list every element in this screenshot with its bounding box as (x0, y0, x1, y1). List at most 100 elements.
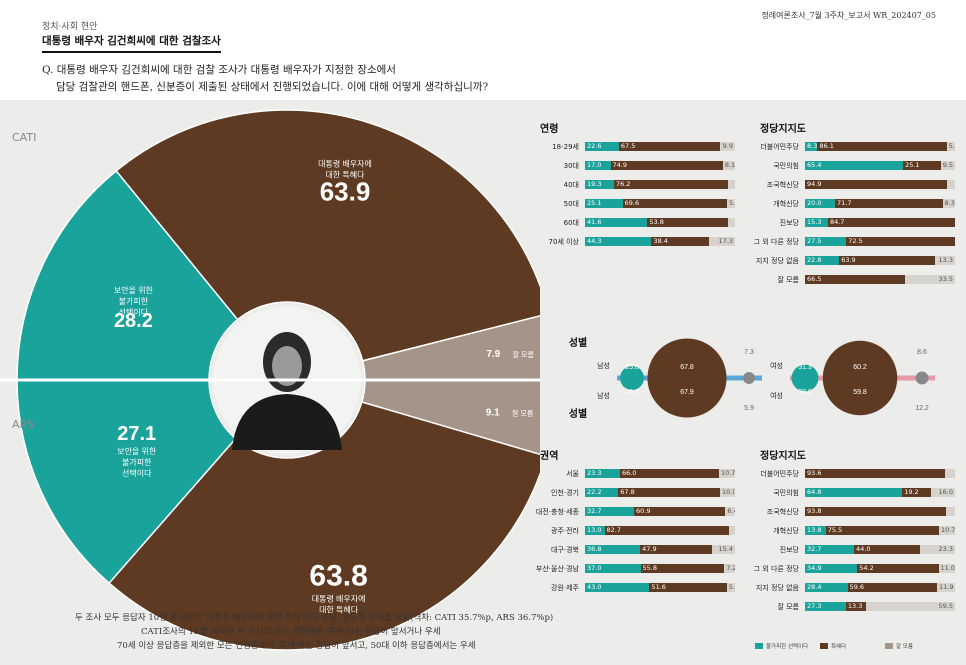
region-row-label: 강원·제주 (551, 584, 579, 592)
gender-female-secure-dot (791, 364, 819, 392)
region-bar: 32.760.96.4 (585, 507, 735, 516)
region-seg-privilege: 55.8 (640, 564, 725, 573)
region-seg-privilege: 47.9 (640, 545, 712, 554)
party-ars-seg-unknown: 59.5 (865, 602, 955, 611)
portrait-body (232, 394, 342, 450)
party-cati-seg-privilege: 94.9 (805, 180, 948, 189)
age-bar: 44.3 38.4 17.3 (585, 237, 735, 246)
pie-label-ars-dk: 잘 모름 (512, 409, 534, 417)
pie-label-ars-priv: 대한 특혜다 (319, 606, 359, 615)
party-ars-seg-secure: 32.7 (805, 545, 855, 554)
party-cati-seg-privilege: 25.1 (903, 161, 941, 170)
age-seg-secure: 17.0 (585, 161, 611, 170)
party-ars-seg-privilege: 19.2 (902, 488, 931, 497)
party-cati-seg-unknown: 8.3 (942, 199, 955, 208)
gender-female-ars-privilege: 59.8 (853, 389, 867, 396)
age-row-label: 50대 (563, 200, 579, 208)
party-cati-row-label: 진보당 (779, 219, 799, 227)
gender-male-label-bottom: 남성 (597, 391, 610, 400)
pie-label-cati-sec: 선택이다 (119, 307, 149, 317)
age-seg-unknown: 5.2 (727, 199, 735, 208)
party-cati-seg-privilege: 86.1 (817, 142, 947, 151)
party-cati-seg-unknown: 9.5 (940, 161, 955, 170)
region-seg-secure: 13.0 (585, 526, 605, 535)
region-bar: 23.3 66.0 10.7 (585, 469, 735, 478)
gender-female-cati-privilege: 60.2 (853, 364, 867, 371)
party-cati-seg-privilege: 63.9 (839, 256, 936, 265)
party-ars-seg-unknown (945, 507, 955, 516)
region-row-label: 대구·경북 (551, 546, 579, 554)
pie-label-ars-sec: 불가피한 (122, 457, 152, 467)
region-bar: 37.0 55.8 7.2 (585, 564, 735, 573)
legend-item: 잘 모름 (885, 642, 913, 650)
party-ars-seg-secure: 13.8 (805, 526, 826, 535)
region-seg-privilege: 66.0 (619, 469, 719, 478)
party-ars-bar: 64.8 19.2 16.0 (805, 488, 955, 497)
party-ars-row-label: 진보당 (779, 546, 799, 554)
age-seg-privilege: 53.8 (647, 218, 729, 227)
section-label: 정치·사회 현안 (42, 22, 98, 32)
age-bar: 25.169.65.2 (585, 199, 735, 208)
party-cati-bar: 66.5 33.5 (805, 275, 955, 284)
age-seg-unknown: 17.3 (709, 237, 735, 246)
party-ars-seg-secure: 28.4 (805, 583, 848, 592)
legend-label: 특혜다 (831, 644, 847, 650)
region-seg-unknown: 10.0 (719, 488, 735, 497)
gender-title-top: 성별 (569, 336, 587, 349)
footnote-2: CATI조사의 TK를 제외한 두 조사의 모든 권역에서 '특혜'라는 응답이… (141, 627, 441, 637)
party-ars-row-label: 국민의힘 (773, 489, 799, 497)
age-bar: 19.3 76.2 (585, 180, 735, 189)
pie-slice-ars-priv (108, 401, 540, 651)
age-seg-secure: 25.1 (585, 199, 623, 208)
gender-female-cati-secure: 31.3 (798, 364, 812, 371)
region-row-label: 대전·충청·세종 (535, 508, 579, 516)
pie-label-cati-priv: 대한 특혜다 (325, 170, 365, 179)
header-area (0, 0, 966, 100)
party-cati-bar: 20.0 71.7 8.3 (805, 199, 955, 208)
party-cati-row-label: 그 외 다른 정당 (753, 238, 799, 246)
footnote-1: 두 조사 모두 응답자 10명 중 6명은 '대통령 배우자에 대한 특혜'라고… (75, 613, 554, 623)
legend-label: 불가피한 선택이다 (766, 644, 809, 650)
pie-value-ars-sec: 27.1 (117, 423, 156, 445)
party-cati-seg-unknown: 33.5 (904, 275, 955, 284)
party-cati-seg-secure: 22.8 (805, 256, 840, 265)
region-seg-secure: 32.7 (585, 507, 635, 516)
party-ars-seg-privilege: 59.6 (847, 583, 937, 592)
region-seg-unknown: 5.5 (726, 583, 735, 592)
age-seg-privilege: 38.4 (651, 237, 710, 246)
pie-label-cati-priv: 대통령 배우자에 (318, 159, 372, 168)
party-cati-seg-privilege: 84.7 (827, 218, 955, 227)
party-ars-seg-unknown: 10.7 (938, 526, 955, 535)
party-ars-row-label: 개혁신당 (773, 527, 799, 535)
pie-slice-cati-priv (115, 109, 540, 362)
party-cati-row-label: 지지 정당 없음 (755, 257, 799, 265)
region-seg-unknown: 10.7 (718, 469, 735, 478)
region-seg-secure: 36.8 (585, 545, 641, 554)
gender-male-label-top: 남성 (597, 361, 610, 370)
pie-label-ars-priv: 대통령 배우자에 (312, 595, 366, 604)
party-ars-title: 정당지지도 (760, 451, 806, 462)
gender-title-bottom: 성별 (569, 407, 587, 420)
region-seg-privilege: 82.7 (604, 526, 729, 535)
region-seg-privilege: 60.9 (634, 507, 726, 516)
region-seg-unknown: 7.2 (724, 564, 735, 573)
party-ars-seg-privilege: 44.0 (854, 545, 921, 554)
party-ars-row-label: 조국혁신당 (766, 508, 799, 516)
pie-label-ars-sec: 선택이다 (122, 468, 152, 478)
region-seg-unknown (728, 526, 735, 535)
pie-label-cati-dk: 잘 모름 (513, 351, 535, 359)
pie-slice-cati-sec (16, 169, 239, 381)
party-ars-seg-secure: 64.8 (805, 488, 903, 497)
party-ars-bar: 93.8 (805, 507, 955, 516)
party-cati-bar: 15.3 84.7 (805, 218, 955, 227)
legend-label: 잘 모름 (896, 644, 913, 650)
age-row-label: 70세 이상 (548, 238, 579, 246)
age-seg-secure: 22.6 (585, 142, 619, 151)
party-cati-row-label: 더불어민주당 (760, 143, 799, 151)
legend-item: 특혜다 (820, 642, 846, 650)
age-bar: 41.6 53.8 (585, 218, 735, 227)
party-ars-seg-privilege: 54.2 (857, 564, 939, 573)
party-cati-seg-secure: 27.5 (805, 237, 847, 246)
age-bar: 17.0 74.9 8.1 (585, 161, 735, 170)
party-cati-bar: 22.8 63.9 13.3 (805, 256, 955, 265)
